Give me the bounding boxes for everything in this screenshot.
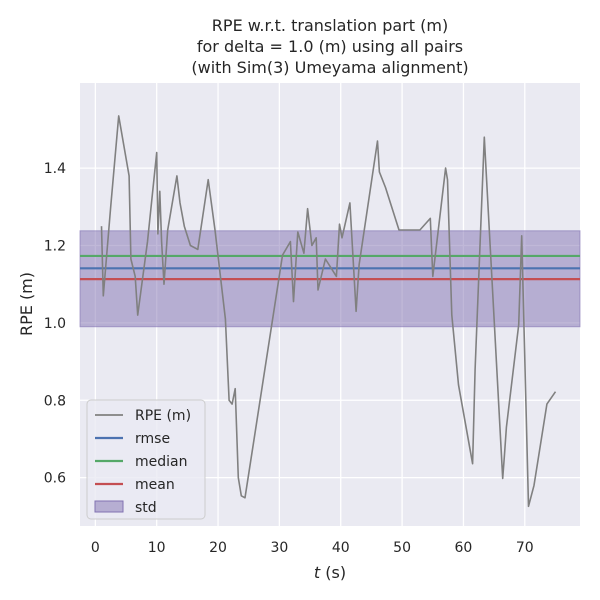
x-tick-label: 0 [91, 540, 100, 556]
x-axis-label-unit: (s) [320, 563, 346, 582]
legend: RPE (m) rmse median mean std [86, 399, 206, 520]
x-tick-label: 50 [393, 540, 411, 556]
legend-label-rmse: rmse [135, 431, 170, 447]
legend-label-rpe: RPE (m) [135, 408, 191, 424]
x-tick-labels: 0 10 20 30 40 50 60 70 [91, 540, 534, 556]
y-tick-labels: 0.6 0.8 1.0 1.2 1.4 [44, 161, 66, 487]
series-layer [100, 115, 557, 508]
chart-title-line-2: for delta = 1.0 (m) using all pairs [197, 37, 463, 56]
y-tick-label: 1.2 [44, 238, 66, 254]
legend-label-std: std [135, 500, 157, 516]
y-axis-label: RPE (m) [17, 272, 36, 336]
x-axis-label: t (s) [314, 563, 346, 582]
x-tick-label: 30 [270, 540, 288, 556]
chart-title-line-1: RPE w.r.t. translation part (m) [212, 16, 448, 35]
rpe-series-line [100, 115, 557, 508]
x-tick-label: 20 [209, 540, 227, 556]
x-tick-label: 40 [332, 540, 350, 556]
x-axis-label-variable: t [314, 563, 321, 582]
legend-label-median: median [135, 454, 187, 470]
x-tick-label: 70 [516, 540, 534, 556]
legend-label-mean: mean [135, 477, 175, 493]
legend-box [86, 399, 206, 520]
y-tick-label: 1.4 [44, 161, 66, 177]
y-tick-label: 1.0 [44, 316, 66, 332]
chart-title-line-3: (with Sim(3) Umeyama alignment) [191, 58, 468, 77]
legend-swatch-std [94, 500, 124, 513]
y-tick-label: 0.8 [44, 393, 66, 409]
x-tick-label: 10 [148, 540, 166, 556]
y-tick-label: 0.6 [44, 471, 66, 487]
x-tick-label: 60 [455, 540, 473, 556]
